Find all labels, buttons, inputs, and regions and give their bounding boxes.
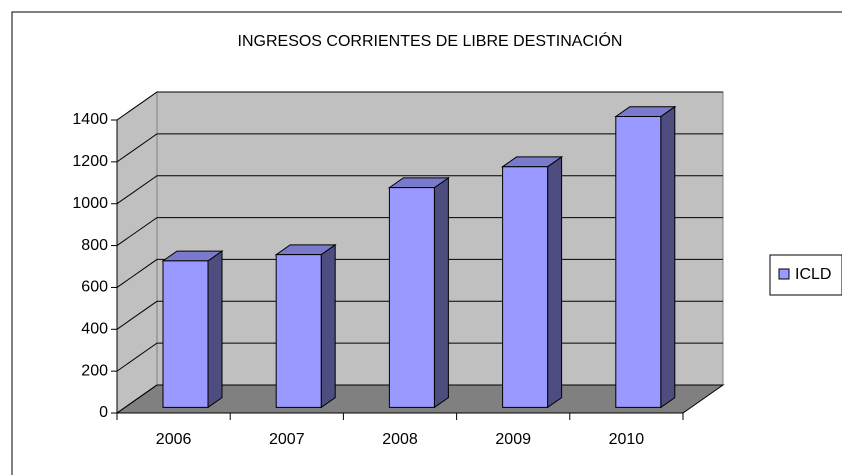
- bar-side: [660, 105, 676, 409]
- y-tick-label: 800: [81, 237, 108, 254]
- bar: [501, 155, 564, 409]
- y-tick-label: 400: [81, 321, 108, 338]
- bar-front: [162, 260, 209, 408]
- x-tick-label: 2006: [156, 431, 192, 448]
- bar: [614, 105, 677, 409]
- grid-line: [116, 133, 723, 163]
- bar-side: [433, 176, 449, 409]
- y-tick-label: 1000: [72, 195, 108, 212]
- bar-side: [320, 243, 336, 409]
- y-tick-label: 0: [99, 404, 108, 421]
- bar-front: [275, 254, 322, 408]
- y-tick-label: 1200: [72, 153, 108, 170]
- y-tick-label: 200: [81, 362, 108, 379]
- chart-title: INGRESOS CORRIENTES DE LIBRE DESTINACIÓN: [238, 31, 623, 50]
- y-tick-label: 1400: [72, 111, 108, 128]
- legend-swatch: [778, 268, 790, 280]
- bar-side: [547, 155, 563, 409]
- side-wall: [116, 91, 158, 414]
- x-tick-label: 2010: [609, 431, 645, 448]
- bar: [274, 243, 337, 409]
- bar: [161, 250, 224, 409]
- bar-front: [502, 166, 549, 408]
- x-tick-label: 2008: [382, 431, 418, 448]
- bar-front: [615, 115, 662, 408]
- x-tick-label: 2009: [495, 431, 531, 448]
- y-tick-label: 600: [81, 279, 108, 296]
- legend-label: ICLD: [795, 266, 831, 283]
- bar-side: [207, 250, 223, 409]
- grid-line: [116, 91, 723, 121]
- bar-front: [388, 187, 435, 408]
- x-tick-label: 2007: [269, 431, 305, 448]
- bar: [387, 176, 450, 409]
